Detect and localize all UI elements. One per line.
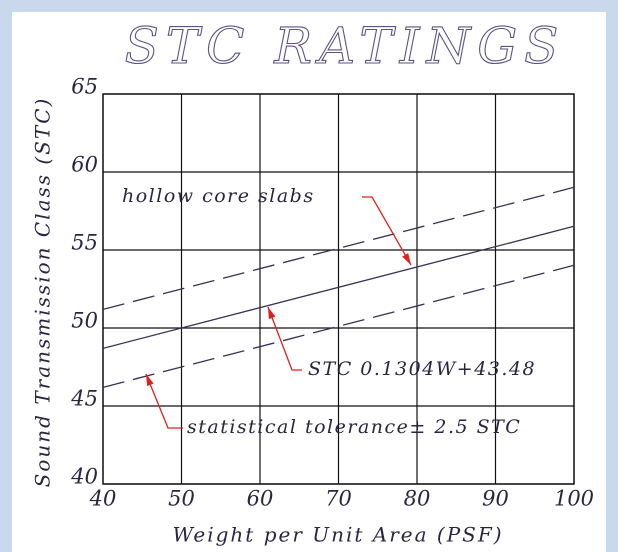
- x-tick-label: 60: [247, 487, 274, 511]
- x-axis-label: Weight per Unit Area (PSF): [172, 523, 503, 547]
- y-tick-label: 40: [70, 465, 98, 489]
- panel: [12, 12, 606, 552]
- x-tick-label: 100: [554, 487, 594, 511]
- annotation-arrow: [362, 196, 412, 266]
- y-tick-label: 65: [71, 75, 98, 99]
- chart-title: STC RATINGS: [125, 17, 566, 75]
- y-axis-label: Sound Transmission Class (STC): [31, 97, 55, 488]
- y-tick-label: 55: [71, 231, 98, 255]
- x-tick-label: 70: [325, 487, 352, 511]
- y-tick-label: 45: [70, 387, 98, 411]
- plot-border: [102, 93, 575, 485]
- annotation-arrow: [145, 373, 183, 429]
- annotation: hollow core slabs: [122, 185, 315, 207]
- annotation: STC 0.1304W+43.48: [308, 358, 536, 380]
- annotation-arrow: [267, 306, 302, 371]
- x-tick-label: 40: [89, 487, 117, 511]
- x-tick-label: 50: [168, 487, 195, 511]
- y-tick-label: 60: [71, 153, 98, 177]
- series-line: [102, 186, 575, 310]
- y-tick-label: 50: [71, 309, 98, 333]
- annotation: statistical tolerance± 2.5 STC: [187, 416, 521, 438]
- x-tick-label: 90: [482, 487, 509, 511]
- series-line: [102, 264, 575, 388]
- series-line: [102, 225, 575, 349]
- x-tick-label: 80: [404, 487, 431, 511]
